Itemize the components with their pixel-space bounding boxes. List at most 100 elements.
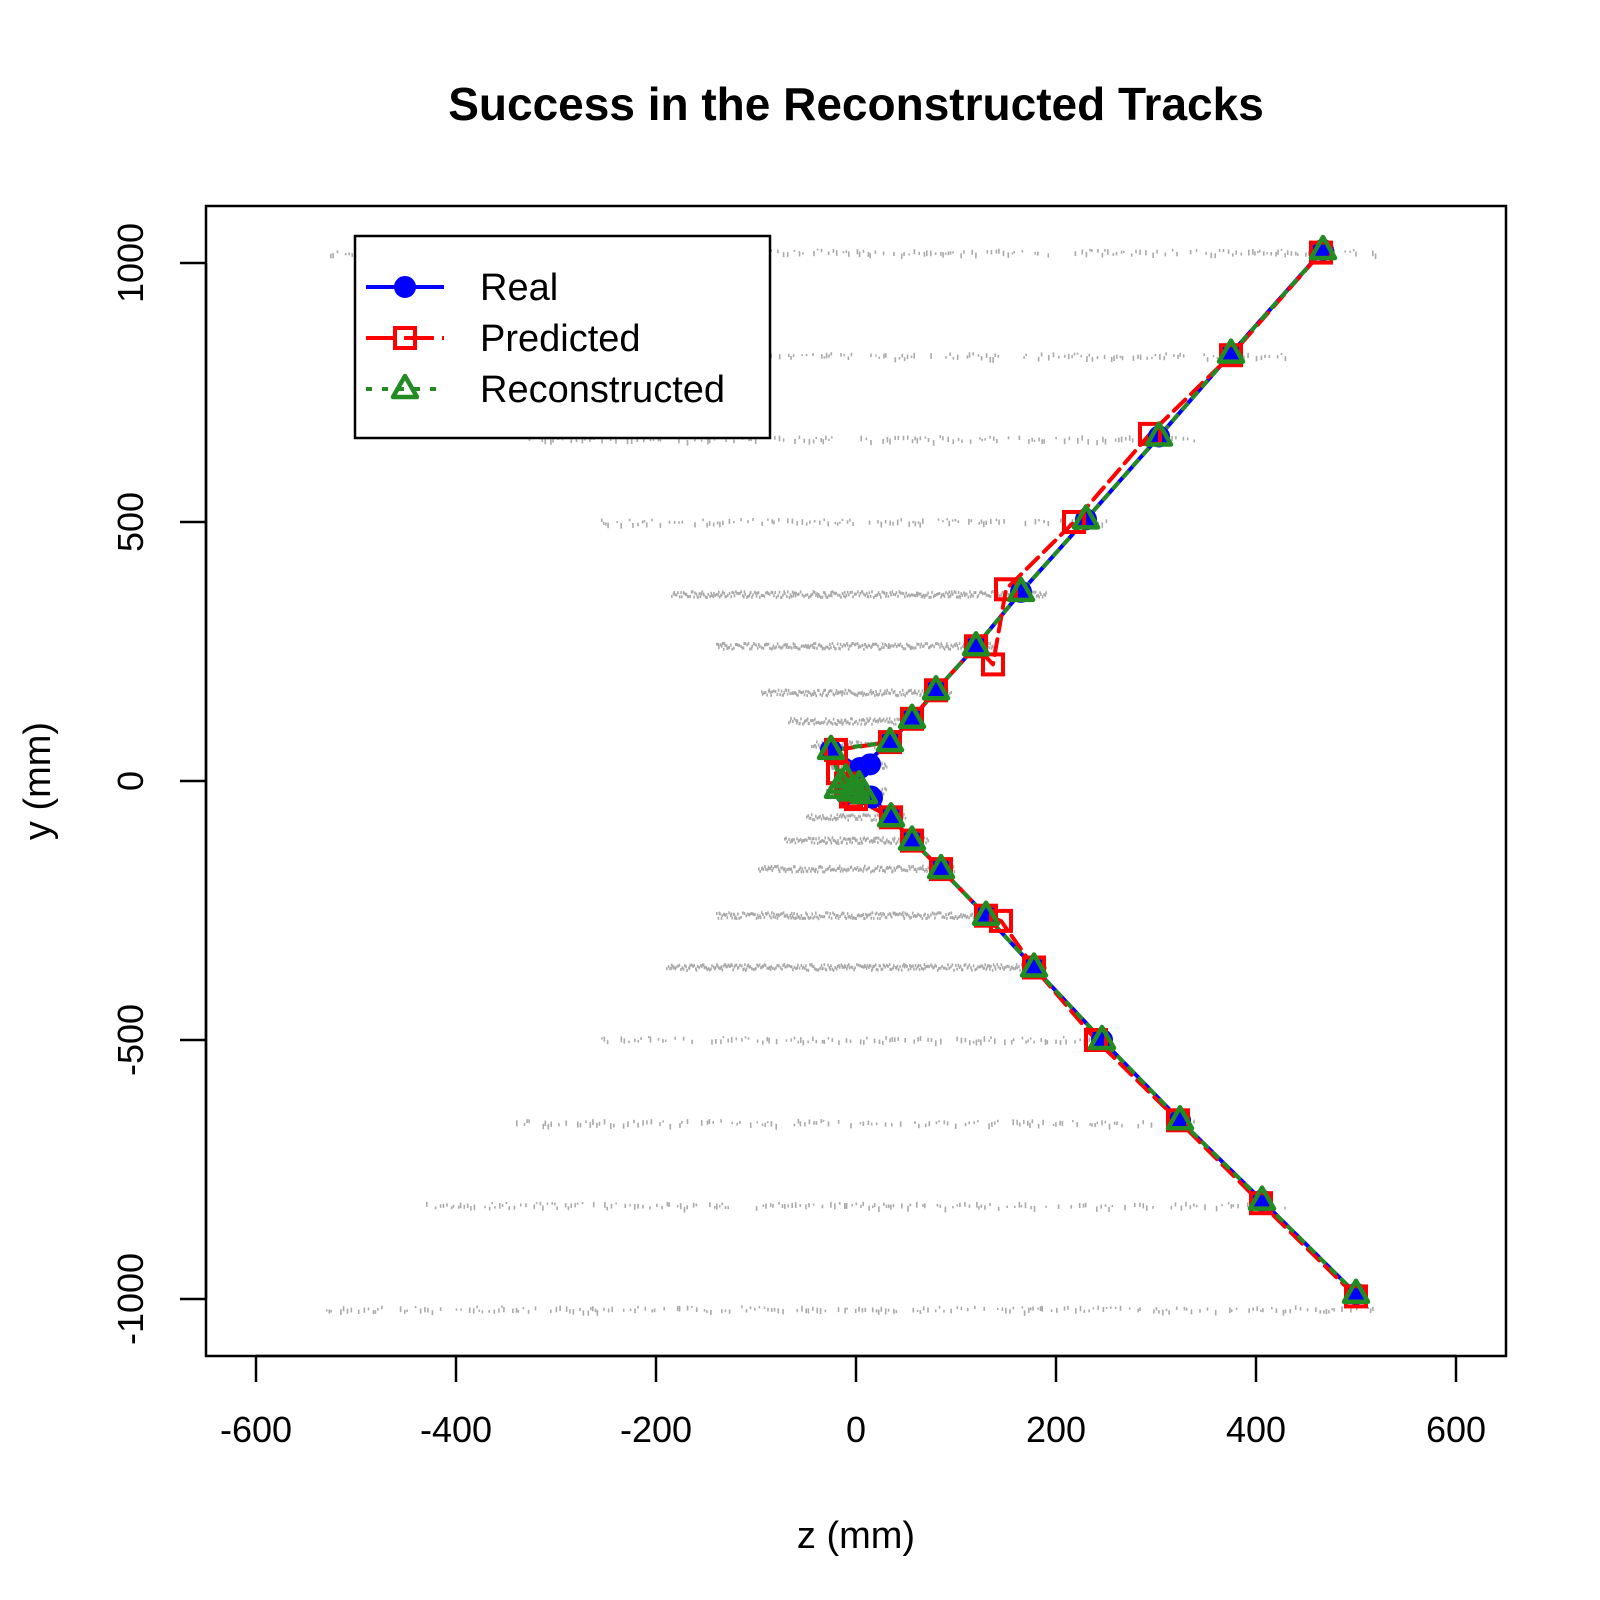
background-hit	[829, 967, 831, 971]
background-hit	[746, 643, 748, 647]
background-hit	[1063, 1306, 1066, 1311]
background-hit	[1109, 1306, 1112, 1309]
background-hit	[797, 1118, 800, 1124]
background-hit	[964, 914, 966, 918]
background-hit	[709, 595, 711, 598]
background-hit	[827, 692, 830, 696]
background-hit	[866, 814, 868, 818]
background-hit	[1146, 356, 1148, 360]
background-hit	[849, 721, 851, 725]
background-hit	[814, 691, 817, 695]
background-hit	[699, 595, 702, 599]
background-hit	[717, 643, 719, 646]
background-hit	[856, 694, 859, 698]
background-hit	[864, 813, 866, 817]
background-hit	[755, 591, 757, 595]
background-hit	[734, 915, 737, 919]
background-hit	[775, 645, 778, 649]
background-hit	[797, 869, 799, 873]
background-hit	[848, 837, 851, 841]
background-hit	[888, 643, 890, 647]
background-hit	[1299, 1307, 1302, 1311]
background-hit	[915, 967, 918, 971]
background-hit	[848, 915, 851, 918]
background-hit	[831, 436, 833, 439]
background-hit	[468, 1307, 471, 1313]
background-hit	[921, 867, 923, 871]
background-hit	[1290, 251, 1293, 256]
background-hit	[830, 721, 833, 725]
background-hit	[884, 520, 887, 524]
background-hit	[922, 593, 925, 597]
background-hit	[833, 913, 836, 916]
background-hit	[971, 249, 973, 255]
background-hit	[830, 764, 833, 768]
background-hit	[947, 595, 950, 599]
background-hit	[878, 718, 880, 722]
background-hit	[791, 1202, 793, 1208]
background-hit	[1028, 439, 1030, 444]
background-hit	[780, 689, 783, 693]
background-hit	[802, 870, 805, 874]
background-hit	[1255, 355, 1258, 362]
background-hit	[1139, 249, 1141, 255]
background-hit	[850, 742, 852, 746]
background-hit	[819, 966, 821, 970]
background-hit	[866, 1036, 868, 1040]
background-hit	[587, 1310, 590, 1316]
background-hit	[796, 912, 798, 916]
background-hit	[1039, 591, 1041, 595]
background-hit	[923, 691, 925, 695]
background-hit	[969, 595, 972, 599]
background-hit	[910, 593, 913, 597]
background-hit	[870, 870, 872, 874]
background-hit	[871, 722, 873, 726]
background-hit	[863, 1040, 865, 1045]
background-hit	[851, 691, 853, 695]
background-hit	[977, 594, 980, 598]
background-hit	[891, 688, 893, 692]
background-hit	[860, 741, 863, 745]
background-hit	[803, 645, 806, 649]
background-hit	[902, 814, 904, 818]
background-hit	[814, 870, 816, 874]
background-hit	[926, 642, 928, 646]
background-hit	[910, 688, 912, 692]
background-hit	[508, 1206, 511, 1211]
background-hit	[820, 964, 823, 968]
background-hit	[674, 967, 676, 971]
background-hit	[819, 721, 822, 725]
background-hit	[770, 965, 772, 969]
background-hit	[858, 594, 861, 598]
background-hit	[1011, 965, 1013, 969]
background-hit	[722, 641, 724, 645]
background-hit	[1111, 1204, 1114, 1207]
background-hit	[954, 591, 957, 595]
background-hit	[925, 868, 928, 872]
background-hit	[442, 1203, 445, 1208]
background-hit	[831, 766, 833, 770]
background-hit	[607, 522, 609, 529]
background-hit	[747, 520, 749, 524]
background-hit	[1142, 1203, 1145, 1209]
reconstructed-point	[926, 853, 956, 880]
background-hit	[885, 765, 888, 769]
background-hit	[1070, 1205, 1073, 1209]
background-hit	[925, 841, 927, 845]
background-hit	[944, 1206, 947, 1213]
background-hit	[1041, 1306, 1043, 1312]
reconstructed-point	[876, 802, 906, 828]
background-hit	[907, 1205, 909, 1212]
background-hit	[989, 435, 991, 439]
background-hit	[837, 839, 839, 843]
background-hit	[787, 689, 790, 692]
background-hit	[877, 520, 879, 524]
background-hit	[749, 647, 751, 651]
background-hit	[782, 593, 784, 597]
background-hit	[812, 590, 815, 593]
background-hit	[813, 915, 816, 919]
background-hit	[852, 813, 854, 817]
background-hit	[760, 593, 763, 597]
background-hit	[781, 912, 783, 916]
background-hit	[757, 964, 759, 968]
